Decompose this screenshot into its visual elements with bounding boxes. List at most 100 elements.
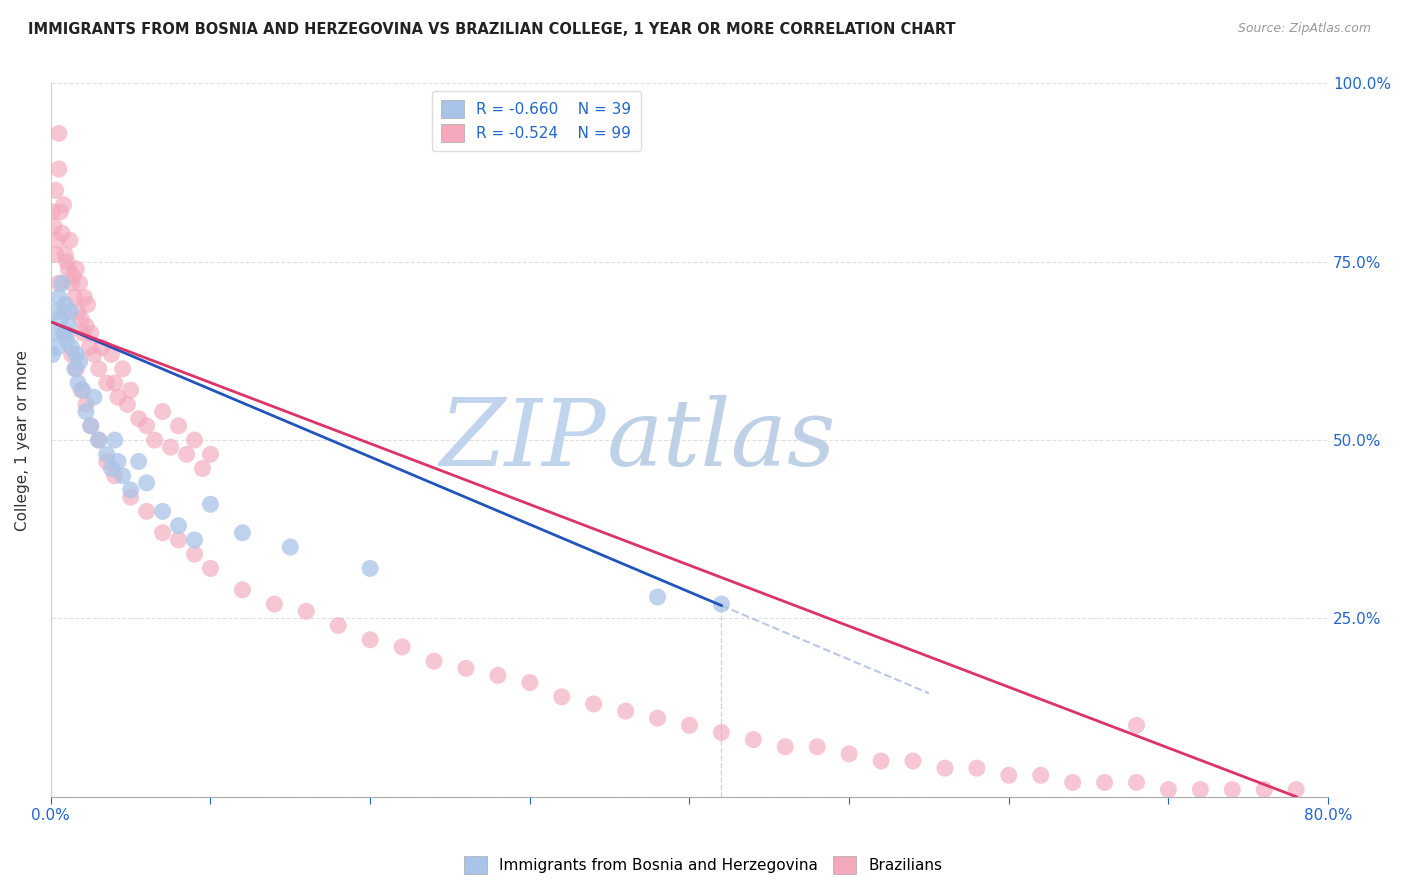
Point bbox=[100, 461, 122, 475]
Point bbox=[63, 290, 86, 304]
Point bbox=[104, 376, 127, 390]
Point bbox=[152, 504, 174, 518]
Point bbox=[83, 347, 105, 361]
Point bbox=[966, 761, 988, 775]
Point bbox=[870, 754, 893, 768]
Point bbox=[53, 297, 76, 311]
Point bbox=[75, 318, 97, 333]
Point bbox=[1062, 775, 1084, 789]
Point bbox=[278, 540, 301, 554]
Point bbox=[328, 618, 350, 632]
Point bbox=[53, 247, 76, 261]
Point bbox=[69, 354, 91, 368]
Point bbox=[56, 326, 79, 340]
Point bbox=[231, 582, 253, 597]
Point bbox=[295, 604, 318, 618]
Point bbox=[200, 561, 222, 575]
Point bbox=[90, 340, 112, 354]
Point bbox=[52, 304, 75, 318]
Point bbox=[143, 433, 166, 447]
Point bbox=[135, 504, 157, 518]
Legend: R = -0.660    N = 39, R = -0.524    N = 99: R = -0.660 N = 39, R = -0.524 N = 99 bbox=[432, 91, 641, 151]
Point bbox=[1253, 782, 1275, 797]
Point bbox=[96, 454, 118, 468]
Point bbox=[454, 661, 477, 675]
Point bbox=[135, 475, 157, 490]
Point bbox=[72, 326, 94, 340]
Point bbox=[1285, 782, 1308, 797]
Point bbox=[42, 219, 65, 233]
Point bbox=[806, 739, 828, 754]
Point bbox=[77, 340, 100, 354]
Point bbox=[45, 183, 67, 197]
Point bbox=[176, 447, 198, 461]
Point bbox=[391, 640, 413, 654]
Point bbox=[710, 597, 733, 611]
Point bbox=[263, 597, 285, 611]
Point bbox=[46, 233, 69, 247]
Point bbox=[107, 454, 129, 468]
Point bbox=[96, 447, 118, 461]
Point bbox=[1094, 775, 1116, 789]
Point bbox=[191, 461, 214, 475]
Point bbox=[128, 411, 150, 425]
Point bbox=[60, 347, 83, 361]
Point bbox=[200, 497, 222, 511]
Point bbox=[998, 768, 1021, 782]
Point bbox=[1125, 775, 1147, 789]
Point bbox=[1157, 782, 1180, 797]
Point bbox=[167, 533, 190, 547]
Point bbox=[46, 340, 69, 354]
Point bbox=[104, 433, 127, 447]
Point bbox=[111, 468, 134, 483]
Point bbox=[159, 440, 181, 454]
Point bbox=[167, 518, 190, 533]
Point bbox=[51, 276, 73, 290]
Point bbox=[52, 197, 75, 211]
Point bbox=[48, 276, 70, 290]
Point bbox=[45, 304, 67, 318]
Point bbox=[60, 276, 83, 290]
Point bbox=[742, 732, 765, 747]
Point bbox=[41, 347, 63, 361]
Point bbox=[120, 490, 142, 504]
Point bbox=[1220, 782, 1243, 797]
Point bbox=[42, 326, 65, 340]
Point bbox=[710, 725, 733, 739]
Point bbox=[200, 447, 222, 461]
Point bbox=[87, 433, 110, 447]
Point bbox=[60, 340, 83, 354]
Point bbox=[70, 383, 93, 397]
Point bbox=[183, 547, 205, 561]
Point bbox=[59, 304, 82, 318]
Point bbox=[120, 383, 142, 397]
Point bbox=[647, 590, 669, 604]
Point bbox=[59, 233, 82, 247]
Y-axis label: College, 1 year or more: College, 1 year or more bbox=[15, 350, 30, 531]
Point bbox=[66, 304, 89, 318]
Point bbox=[52, 326, 75, 340]
Point bbox=[128, 454, 150, 468]
Point bbox=[100, 347, 122, 361]
Point bbox=[83, 390, 105, 404]
Point bbox=[359, 561, 381, 575]
Text: Source: ZipAtlas.com: Source: ZipAtlas.com bbox=[1237, 22, 1371, 36]
Text: atlas: atlas bbox=[606, 395, 837, 485]
Point bbox=[80, 326, 103, 340]
Point bbox=[486, 668, 509, 682]
Point bbox=[56, 254, 79, 268]
Point bbox=[96, 376, 118, 390]
Point bbox=[75, 397, 97, 411]
Point bbox=[65, 261, 87, 276]
Point bbox=[775, 739, 797, 754]
Point bbox=[1029, 768, 1052, 782]
Point bbox=[72, 383, 94, 397]
Point bbox=[80, 418, 103, 433]
Point bbox=[614, 704, 637, 718]
Point bbox=[87, 361, 110, 376]
Point bbox=[934, 761, 956, 775]
Point bbox=[45, 247, 67, 261]
Point bbox=[183, 533, 205, 547]
Point bbox=[63, 361, 86, 376]
Point bbox=[111, 361, 134, 376]
